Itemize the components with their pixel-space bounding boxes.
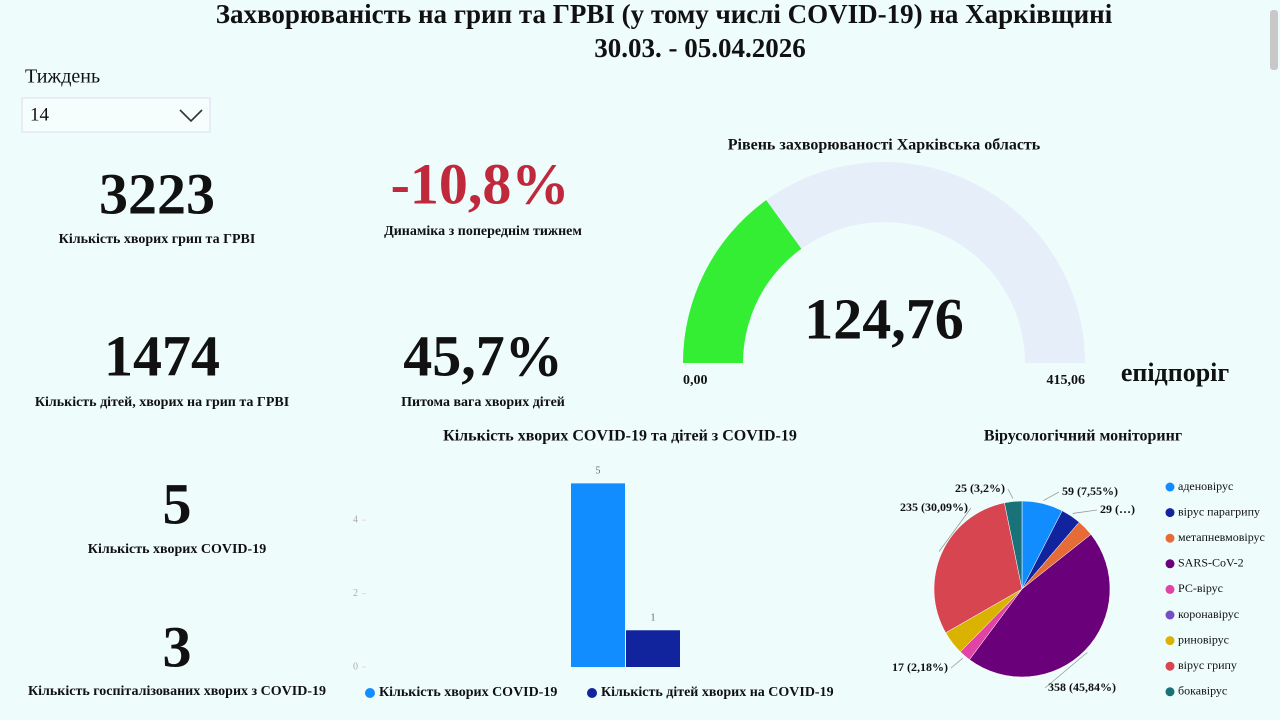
data-label: 1	[651, 613, 656, 624]
data-label: 17 (2,18%)	[892, 660, 948, 674]
legend-marker	[1165, 482, 1175, 492]
card-value: 5	[163, 471, 192, 536]
legend-marker	[1165, 687, 1175, 697]
y-tick-label: 0	[353, 661, 358, 672]
pie-slice	[969, 534, 1111, 678]
y-tick-label: 2	[353, 588, 358, 599]
data-label: 5	[596, 466, 601, 477]
y-tick-label: 4	[353, 514, 358, 525]
card-value: 45,7%	[403, 323, 563, 388]
leader-line	[1007, 488, 1014, 499]
legend-marker	[1165, 584, 1175, 594]
gauge-title: Рівень захворюваності Харківська область	[728, 137, 1041, 154]
card-value: 3223	[99, 161, 215, 226]
scrollbar[interactable]	[1270, 10, 1278, 70]
legend-marker	[1165, 610, 1175, 620]
dropdown-chevron[interactable]	[179, 109, 203, 123]
data-label: 25 (3,2%)	[955, 481, 1005, 495]
legend-marker	[1165, 533, 1175, 543]
card-caption: Кількість хворих грип та ГРВІ	[59, 232, 256, 247]
card-caption: Кількість дітей, хворих на грип та ГРВІ	[35, 395, 289, 410]
gauge-track	[683, 162, 1085, 363]
subtitle: 30.03. - 05.04.2026	[594, 33, 806, 63]
data-label: 358 (45,84%)	[1048, 680, 1116, 694]
data-label: 29 (…)	[1100, 502, 1135, 516]
leader-line	[1044, 652, 1088, 689]
legend-label: РС-вірус	[1178, 581, 1223, 595]
leader-line	[950, 657, 964, 669]
bar	[571, 483, 625, 667]
legend-marker	[1165, 661, 1175, 671]
legend-label: вірус грипу	[1178, 658, 1237, 672]
legend-label: бокавірус	[1178, 684, 1227, 698]
title: Захворюваність на грип та ГРВІ (у тому ч…	[216, 0, 1113, 29]
gauge-value-arc	[682, 200, 802, 363]
gauge-value: 124,76	[804, 286, 964, 351]
dropdown[interactable]	[21, 97, 211, 133]
legend-label: аденовірус	[1178, 479, 1233, 493]
chart-title: Кількість хворих COVID-19 та дітей з COV…	[443, 428, 797, 445]
legend-marker	[1165, 559, 1175, 569]
legend-label: вірус парагрипу	[1178, 504, 1260, 518]
legend-label: Кількість хворих COVID-19	[379, 685, 557, 700]
legend-label: метапневмовірус	[1178, 530, 1265, 544]
leader-line	[938, 507, 972, 552]
gauge-max: 415,06	[1047, 373, 1086, 388]
legend-label: риновірус	[1178, 632, 1229, 646]
legend-label: SARS-CoV-2	[1178, 556, 1244, 570]
pie-slice	[933, 502, 1023, 634]
legend-marker	[1165, 636, 1175, 646]
chart-title: Вірусологічний моніторинг	[984, 428, 1182, 445]
filter-label: Тиждень	[25, 66, 100, 88]
legend-label: коронавірус	[1178, 607, 1239, 621]
pie-slice	[1004, 500, 1023, 590]
card-value: 1474	[104, 323, 220, 388]
card-caption: Кількість хворих COVID-19	[88, 542, 266, 557]
data-label: 235 (30,09%)	[900, 500, 968, 514]
legend-marker	[1165, 508, 1175, 518]
card-caption: Динаміка з попереднім тижнем	[384, 224, 582, 239]
dropdown-value[interactable]: 14	[30, 104, 50, 125]
card-value: 3	[163, 614, 192, 679]
gauge-min: 0,00	[683, 373, 708, 388]
gauge-target-label: епідпоріг	[1121, 358, 1230, 387]
leader-line	[1072, 509, 1098, 514]
card-value: -10,8%	[391, 151, 570, 216]
legend-marker	[365, 688, 375, 698]
bar	[626, 630, 680, 667]
legend-label: Кількість дітей хворих на COVID-19	[601, 685, 834, 700]
card-caption: Кількість госпіталізованих хворих з COVI…	[28, 684, 326, 699]
leader-line	[1043, 491, 1060, 501]
card-caption: Питома вага хворих дітей	[401, 395, 565, 410]
legend-marker	[587, 688, 597, 698]
data-label: 59 (7,55%)	[1062, 484, 1118, 498]
